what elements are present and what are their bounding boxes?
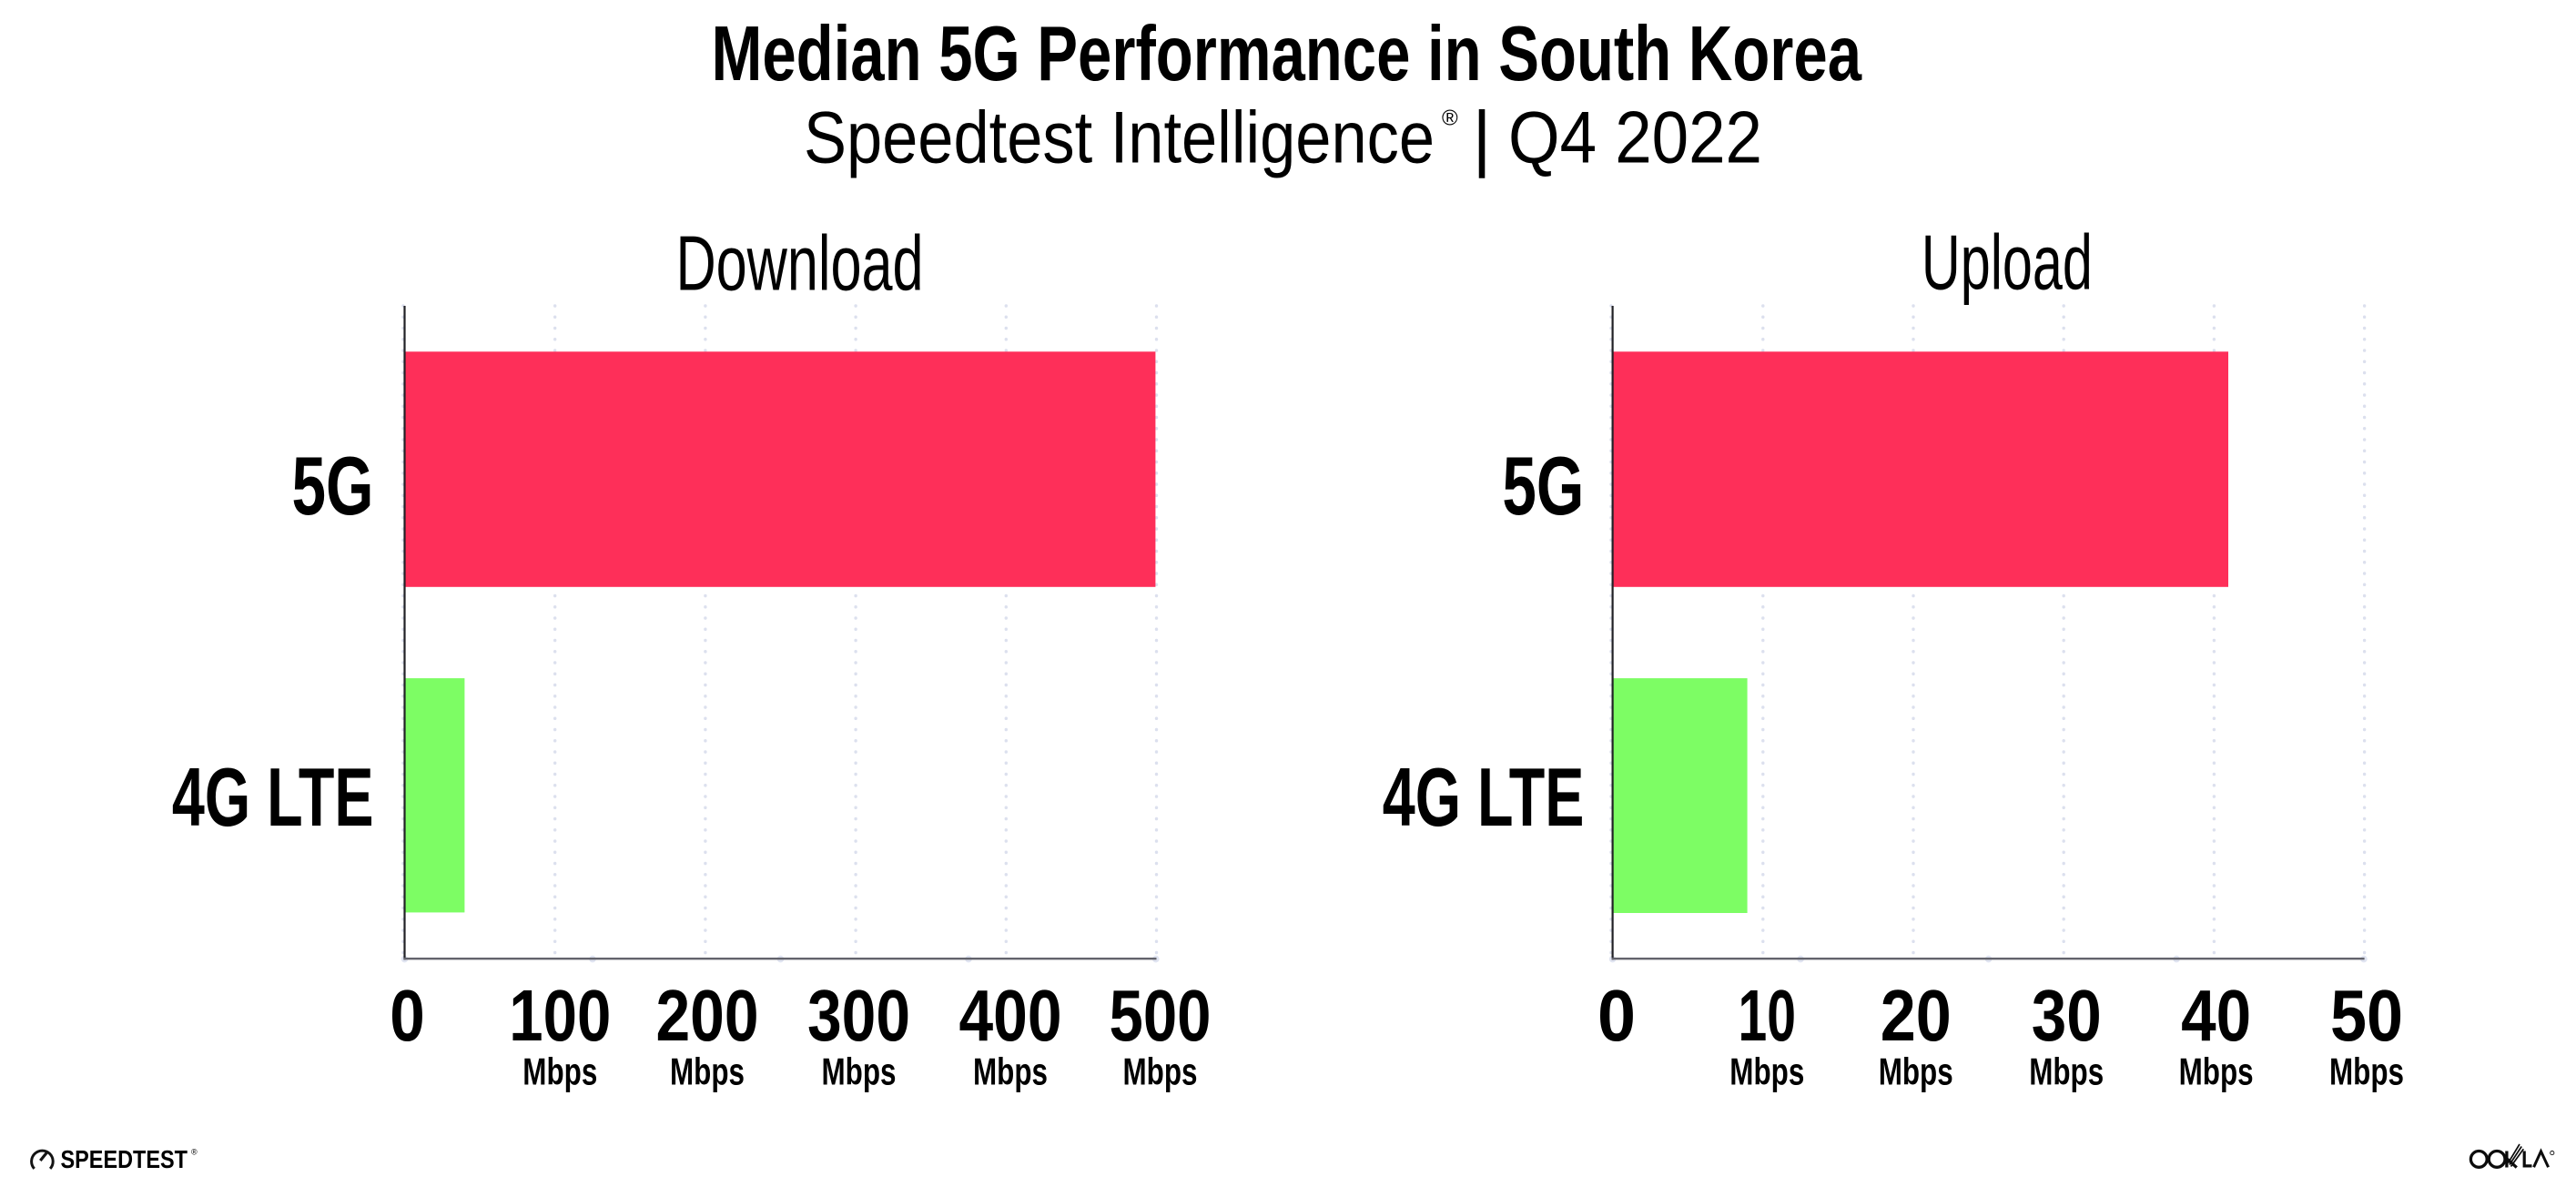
svg-text:Download: Download [676, 220, 924, 307]
svg-text:200: 200 [656, 975, 759, 1056]
svg-text:Median 5G Performance in South: Median 5G Performance in South Korea [712, 11, 1862, 97]
svg-text:100: 100 [509, 975, 611, 1056]
svg-text:Mbps: Mbps [1879, 1050, 1953, 1093]
svg-text:10: 10 [1739, 975, 1797, 1056]
svg-text:SPEEDTEST: SPEEDTEST [61, 1145, 188, 1173]
svg-text:0: 0 [390, 975, 425, 1056]
svg-text:Upload: Upload [1922, 220, 2093, 307]
svg-text:5G: 5G [292, 441, 374, 533]
svg-text:0: 0 [1597, 975, 1636, 1056]
svg-text:4G LTE: 4G LTE [172, 752, 374, 844]
svg-text:30: 30 [2032, 975, 2102, 1056]
svg-text:20: 20 [1881, 975, 1952, 1056]
svg-text:300: 300 [807, 975, 910, 1056]
svg-text:Speedtest Intelligence: Speedtest Intelligence [804, 97, 1435, 179]
svg-text:Mbps: Mbps [1123, 1050, 1198, 1093]
svg-text:400: 400 [959, 975, 1062, 1056]
svg-text:Mbps: Mbps [2329, 1050, 2404, 1093]
svg-text:4G LTE: 4G LTE [1383, 752, 1585, 844]
svg-text:®: ® [191, 1148, 198, 1157]
svg-text:|: | [1473, 97, 1492, 179]
svg-text:50: 50 [2330, 975, 2403, 1056]
svg-text:Q4 2022: Q4 2022 [1508, 97, 1762, 179]
svg-text:Mbps: Mbps [522, 1050, 597, 1093]
svg-text:®: ® [1442, 107, 1458, 131]
svg-text:500: 500 [1110, 975, 1212, 1056]
svg-text:40: 40 [2181, 975, 2251, 1056]
svg-text:Mbps: Mbps [822, 1050, 897, 1093]
svg-text:Mbps: Mbps [670, 1050, 745, 1093]
svg-text:5G: 5G [1502, 441, 1584, 533]
svg-text:Mbps: Mbps [2029, 1050, 2104, 1093]
svg-text:Mbps: Mbps [1729, 1050, 1804, 1093]
svg-text:Mbps: Mbps [973, 1050, 1048, 1093]
svg-text:Mbps: Mbps [2179, 1050, 2254, 1093]
